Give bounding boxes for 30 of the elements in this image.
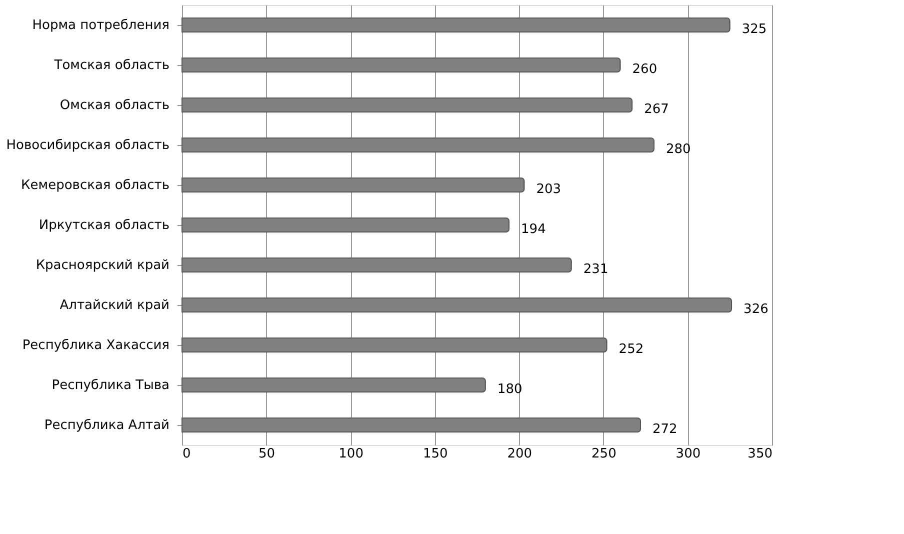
data-label: 326: [744, 302, 768, 317]
x-tick-label: 300: [676, 446, 701, 462]
data-label: 203: [536, 182, 562, 197]
x-tick-label: 0: [182, 446, 191, 462]
y-tick-label: Республика Алтай: [44, 418, 170, 433]
y-tick-label: Кемеровская область: [21, 178, 170, 193]
x-tick-label: 50: [258, 446, 276, 462]
x-tick-label: 200: [507, 446, 532, 462]
data-label: 272: [652, 422, 678, 437]
data-label: 267: [644, 102, 669, 117]
x-tick-label: 150: [422, 446, 448, 462]
data-label: 260: [632, 62, 658, 77]
x-tick-label: 100: [338, 446, 364, 462]
y-tick-label: Республика Хакассия: [22, 338, 170, 353]
y-tick-label: Республика Тыва: [52, 378, 170, 393]
x-tick-label: 350: [748, 446, 772, 462]
data-label: 231: [583, 262, 608, 277]
data-label: 252: [618, 342, 644, 357]
data-label: 325: [742, 22, 767, 37]
y-tick-label: Красноярский край: [36, 258, 170, 273]
x-tick-label: 250: [592, 446, 616, 462]
y-tick-label: Томская область: [53, 58, 170, 73]
y-tick-label: Омская область: [60, 98, 170, 113]
data-label: 280: [666, 142, 691, 157]
y-tick-label: Новосибирская область: [6, 138, 170, 153]
data-label: 180: [497, 382, 522, 397]
y-tick-label: Норма потребления: [32, 18, 170, 33]
data-label: 194: [521, 222, 546, 237]
y-tick-label: Алтайский край: [60, 298, 170, 313]
y-tick-label: Иркутская область: [38, 218, 170, 233]
